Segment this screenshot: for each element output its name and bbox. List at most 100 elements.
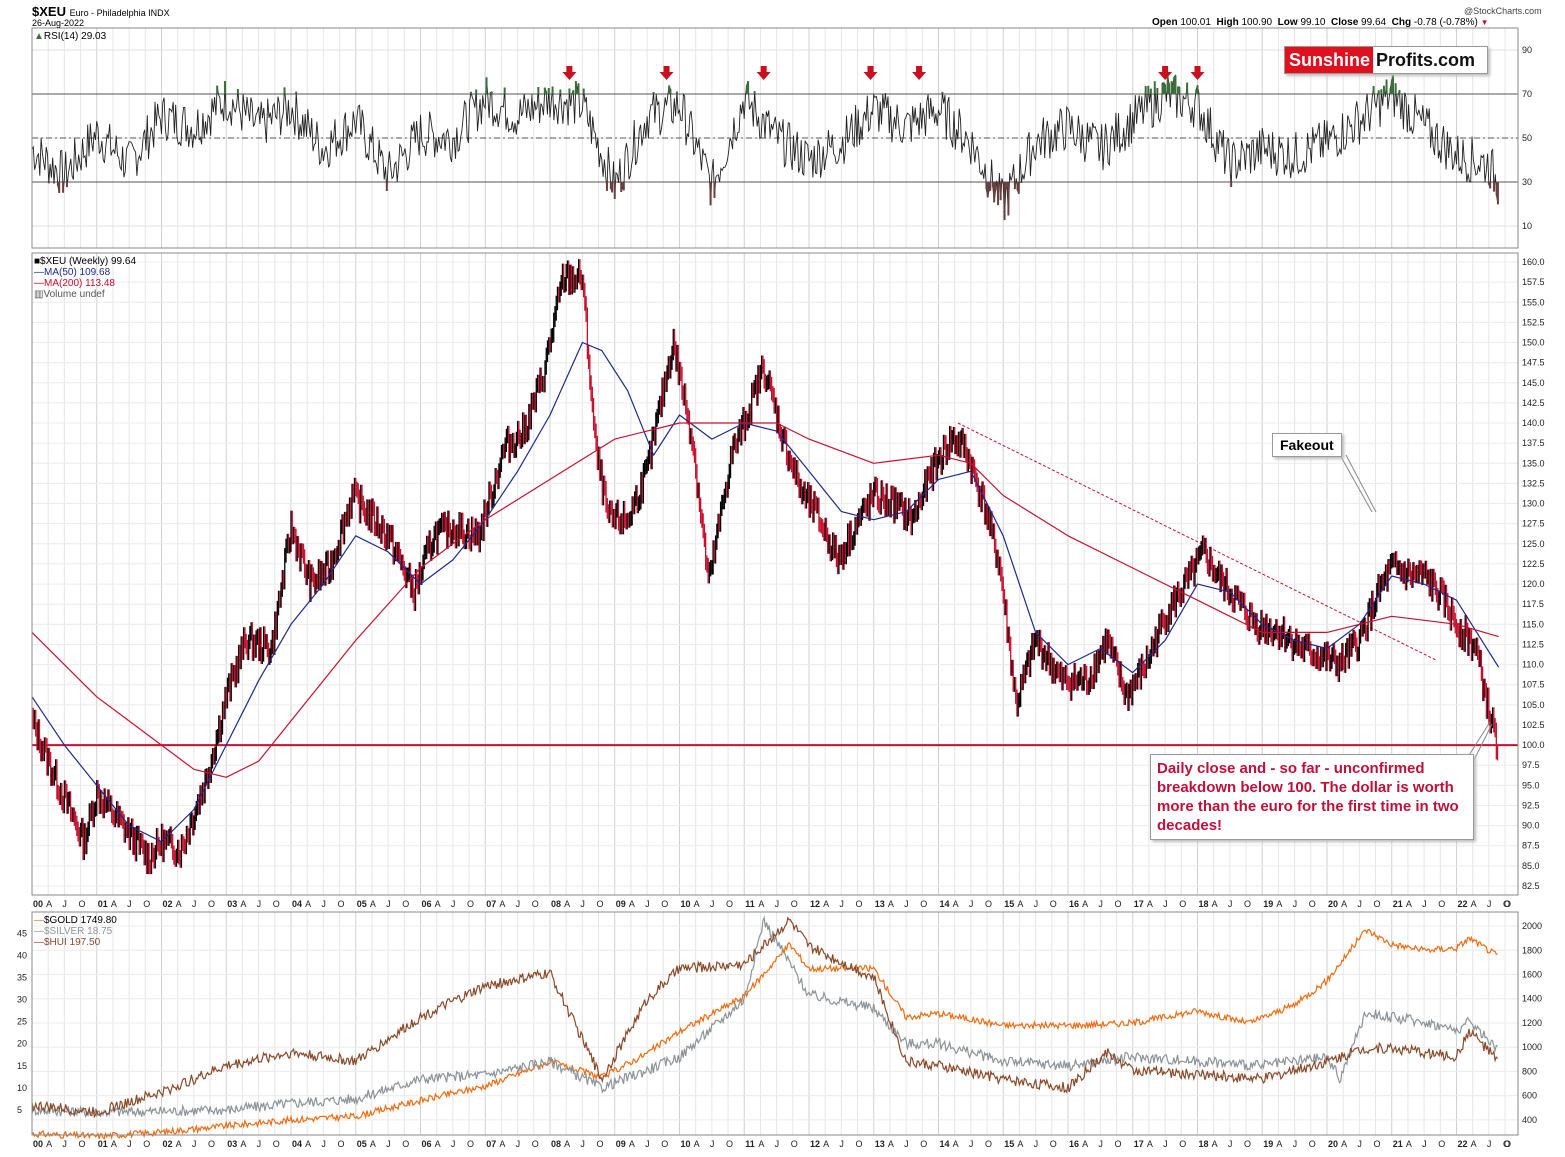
- price-y-tick: 92.5: [1522, 800, 1540, 810]
- x-tick-month: J: [62, 899, 66, 909]
- x-tick-year: 14: [939, 899, 949, 909]
- x-tick-month: O: [1504, 1139, 1511, 1149]
- x-tick-month: O: [1504, 899, 1511, 909]
- x-tick-month: J: [62, 1139, 66, 1149]
- x-tick-month: A: [1341, 1139, 1347, 1149]
- x-tick-month: A: [1147, 1139, 1153, 1149]
- x-tick-month: O: [338, 899, 345, 909]
- price-y-tick: 95.0: [1522, 780, 1540, 790]
- price-y-tick: 157.5: [1522, 277, 1545, 287]
- x-tick-month: O: [661, 1139, 668, 1149]
- x-tick-year: 11: [745, 1139, 755, 1149]
- grid-layer: [31, 28, 1518, 1135]
- x-tick-month: A: [1082, 1139, 1088, 1149]
- x-tick-month: O: [402, 1139, 409, 1149]
- x-tick-month: A: [1471, 899, 1477, 909]
- down-arrow-icon: [912, 66, 927, 80]
- x-tick-year: 03: [227, 1139, 237, 1149]
- metals-right-tick: 1000: [1522, 1042, 1542, 1052]
- x-tick-year: 06: [421, 899, 431, 909]
- x-tick-month: O: [1438, 899, 1445, 909]
- x-tick-month: O: [208, 1139, 215, 1149]
- x-tick-month: J: [192, 899, 197, 909]
- x-tick-month: J: [1163, 899, 1168, 909]
- metals-right-tick: 2000: [1522, 921, 1542, 931]
- metals-legend: —$GOLD 1749.80 —$SILVER 18.75 —$HUI 197.…: [34, 915, 117, 948]
- x-tick-month: A: [758, 899, 764, 909]
- x-tick-month: A: [888, 899, 894, 909]
- rsi-y-tick: 70: [1522, 89, 1532, 99]
- x-tick-month: J: [710, 899, 715, 909]
- x-tick-month: O: [1374, 899, 1381, 909]
- metals-left-tick: 5: [17, 1105, 22, 1115]
- x-tick-month: A: [370, 899, 376, 909]
- x-tick-year: 20: [1328, 899, 1338, 909]
- x-tick-year: 19: [1263, 1139, 1273, 1149]
- x-tick-month: O: [273, 899, 280, 909]
- x-tick-month: O: [1115, 1139, 1122, 1149]
- panel-frame-rsi: [31, 27, 1519, 249]
- x-tick-year: 19: [1263, 899, 1273, 909]
- x-tick-month: O: [1244, 899, 1251, 909]
- x-tick-month: J: [1228, 899, 1233, 909]
- x-tick-year: 02: [162, 899, 172, 909]
- price-y-tick: 147.5: [1522, 358, 1545, 368]
- x-tick-month: J: [257, 899, 262, 909]
- x-tick-month: J: [969, 899, 974, 909]
- x-tick-month: J: [451, 899, 456, 909]
- x-tick-year: 10: [680, 1139, 690, 1149]
- x-tick-month: A: [1147, 899, 1153, 909]
- x-tick-month: A: [111, 1139, 117, 1149]
- down-arrow-icon: [659, 66, 674, 80]
- x-tick-month: O: [856, 1139, 863, 1149]
- x-tick-month: J: [516, 1139, 521, 1149]
- x-tick-year: 15: [1004, 1139, 1014, 1149]
- panel-frame-price: [31, 252, 1519, 896]
- x-tick-month: J: [839, 1139, 844, 1149]
- price-y-tick: 140.0: [1522, 418, 1545, 428]
- x-tick-month: O: [1309, 899, 1316, 909]
- x-tick-year: 08: [551, 899, 561, 909]
- price-y-tick: 152.5: [1522, 317, 1545, 327]
- x-tick-month: J: [1293, 899, 1298, 909]
- x-tick-year: 13: [875, 899, 885, 909]
- price-y-tick: 122.5: [1522, 559, 1545, 569]
- x-tick-month: O: [1438, 1139, 1445, 1149]
- panel-frames: [31, 27, 1519, 1136]
- rsi-y-tick: 90: [1522, 45, 1532, 55]
- x-tick-month: O: [143, 1139, 150, 1149]
- x-tick-month: J: [1487, 899, 1492, 909]
- x-tick-month: J: [1293, 1139, 1298, 1149]
- x-tick-month: O: [597, 899, 604, 909]
- x-tick-month: A: [758, 1139, 764, 1149]
- x-tick-month: A: [1017, 1139, 1023, 1149]
- x-tick-year: 10: [680, 899, 690, 909]
- metals-right-tick: 1800: [1522, 945, 1542, 955]
- down-triangle-icon: ▼: [1480, 18, 1489, 27]
- rsi-y-tick: 30: [1522, 177, 1532, 187]
- x-tick-month: J: [1228, 1139, 1233, 1149]
- symbol: $XEU: [32, 4, 66, 19]
- x-tick-month: J: [386, 1139, 391, 1149]
- price-y-tick: 107.5: [1522, 680, 1545, 690]
- price-y-tick: 160.0: [1522, 257, 1545, 267]
- metals-left-tick: 35: [17, 972, 27, 982]
- x-tick-month: J: [645, 899, 650, 909]
- legend-price: ■$XEU (Weekly) 99.64: [34, 256, 137, 267]
- legend-silver: —$SILVER 18.75: [34, 926, 113, 937]
- x-tick-month: J: [904, 899, 909, 909]
- down-arrow-icon: [863, 66, 878, 80]
- x-tick-month: A: [953, 899, 959, 909]
- x-tick-year: 06: [421, 1139, 431, 1149]
- metals-right-tick: 600: [1522, 1091, 1537, 1101]
- x-tick-year: 13: [875, 1139, 885, 1149]
- metals-right-tick: 800: [1522, 1066, 1537, 1076]
- x-tick-month: A: [435, 899, 441, 909]
- x-tick-month: J: [1034, 899, 1039, 909]
- x-tick-month: O: [985, 899, 992, 909]
- x-tick-month: J: [386, 899, 391, 909]
- price-y-tick: 120.0: [1522, 579, 1545, 589]
- x-tick-month: J: [1422, 1139, 1427, 1149]
- x-tick-month: O: [1244, 1139, 1251, 1149]
- price-y-tick: 90.0: [1522, 821, 1540, 831]
